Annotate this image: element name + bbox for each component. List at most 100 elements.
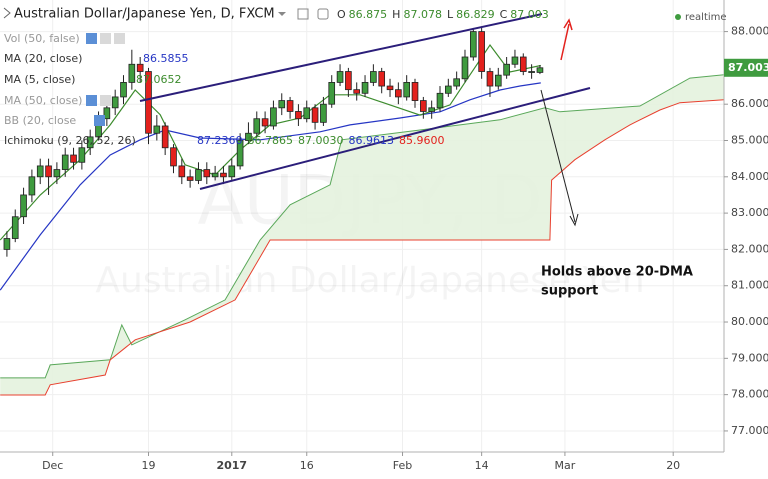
candle-body	[61, 154, 69, 170]
collapse-icon[interactable]	[3, 7, 11, 19]
candle-body	[3, 238, 11, 250]
legend-label: MA (5, close)	[4, 73, 75, 86]
candle-body	[361, 82, 369, 94]
candle-body	[386, 85, 394, 91]
ma-line	[0, 82, 541, 291]
y-tick-label: 84.000	[731, 170, 768, 183]
legend-row[interactable]: Vol (50, false)	[4, 32, 80, 45]
x-tick-label: 19	[141, 459, 155, 472]
compare-icon[interactable]	[317, 8, 329, 20]
legend-row[interactable]: MA (5, close) 87.0652	[4, 73, 182, 86]
y-tick-label: 79.000	[731, 351, 768, 364]
ohlc-label: C	[500, 8, 508, 21]
candle-body	[303, 107, 311, 120]
eye-icon[interactable]	[94, 115, 105, 126]
candle-body	[311, 107, 319, 123]
candle-body	[36, 165, 44, 178]
candle-body	[353, 89, 361, 94]
settings-icon[interactable]	[100, 95, 111, 106]
candle-body	[528, 71, 535, 73]
candle-body	[45, 165, 52, 178]
candle-body	[420, 100, 427, 112]
candle-body	[328, 82, 336, 105]
price-label-bg	[724, 58, 768, 77]
candle-body	[170, 147, 177, 167]
dropdown-icon[interactable]	[278, 12, 286, 16]
time-axis	[0, 452, 724, 479]
legend-value: 86.5855	[143, 52, 189, 65]
candle-body	[286, 100, 294, 112]
candle-body	[261, 118, 269, 127]
ohlc-label: O	[337, 8, 346, 21]
candle-body	[486, 71, 494, 87]
candle-body	[270, 107, 277, 127]
eye-icon[interactable]	[86, 33, 97, 44]
candle-body	[536, 67, 544, 73]
candle-body	[519, 56, 527, 72]
status-dot	[675, 14, 681, 20]
candle-body	[453, 78, 460, 87]
legend-value: 86.9613	[349, 134, 395, 147]
candle-body	[220, 172, 227, 178]
y-tick-label: 80.000	[731, 315, 768, 328]
candle-body	[203, 169, 211, 178]
legend-value: 87.2360	[197, 134, 243, 147]
x-tick-label: Dec	[42, 459, 63, 472]
candle-body	[153, 125, 161, 134]
candle-body	[278, 100, 286, 109]
y-tick-label: 85.000	[731, 134, 768, 147]
ohlc-label: L	[447, 8, 454, 21]
settings-icon[interactable]	[297, 8, 309, 20]
candle-body	[245, 132, 252, 141]
x-tick-label: Feb	[393, 459, 412, 472]
ichimoku-values: 87.2360 86.7865 87.0030 86.9613 85.9600	[197, 134, 445, 147]
candle-body	[145, 71, 152, 134]
candle-body	[320, 103, 327, 123]
candle-body	[295, 111, 302, 120]
legend-value: 86.7865	[248, 134, 294, 147]
legend-row[interactable]: BB (20, close	[4, 114, 76, 127]
y-tick-label: 88.000	[731, 25, 768, 38]
candle-body	[53, 169, 61, 178]
candle-body	[211, 172, 219, 178]
legend-icons	[86, 33, 125, 126]
annotation: Holds above 20-DMA	[541, 265, 693, 280]
candle-body	[161, 125, 169, 149]
x-tick-label: 20	[666, 459, 680, 472]
down-arrow	[540, 89, 576, 223]
y-tick-label: 77.000	[731, 424, 768, 437]
ohlc-label: H	[392, 8, 400, 21]
legend-value: 85.9600	[399, 134, 445, 147]
channel-line	[199, 87, 591, 190]
candle-body	[345, 71, 352, 91]
settings-icon[interactable]	[100, 33, 111, 44]
y-tick-label: 81.000	[731, 279, 768, 292]
candle-body	[111, 96, 119, 109]
legend-label: MA (20, close)	[4, 52, 82, 65]
x-tick-label: 2017	[216, 459, 247, 472]
y-tick-label: 86.000	[731, 97, 768, 110]
ohlc-value: 86.875	[349, 8, 388, 21]
candle-body	[120, 82, 127, 98]
y-tick-label: 78.000	[731, 388, 768, 401]
legend-value: 87.0030	[298, 134, 344, 147]
up-arrow-head	[563, 18, 573, 31]
candle-body	[28, 176, 36, 196]
x-tick-label: 14	[475, 459, 489, 472]
candle-body	[178, 165, 186, 178]
remove-icon[interactable]	[114, 33, 125, 44]
candle-body	[395, 89, 402, 98]
down-arrow-head	[569, 213, 579, 227]
channel-line	[139, 13, 543, 102]
candle-body	[253, 118, 261, 134]
candle-body	[403, 82, 410, 98]
candle-body	[128, 63, 136, 83]
candle-body	[228, 165, 236, 178]
legend-row[interactable]: MA (20, close) 86.5855	[4, 52, 189, 65]
candle-body	[86, 136, 94, 149]
candle-body	[136, 63, 144, 72]
eye-icon[interactable]	[86, 95, 97, 106]
legend-row[interactable]: MA (50, close)	[4, 94, 82, 107]
legend-row[interactable]: Ichimoku (9, 26, 52, 26)	[4, 134, 136, 147]
ohlc-value: 86.829	[456, 8, 495, 21]
